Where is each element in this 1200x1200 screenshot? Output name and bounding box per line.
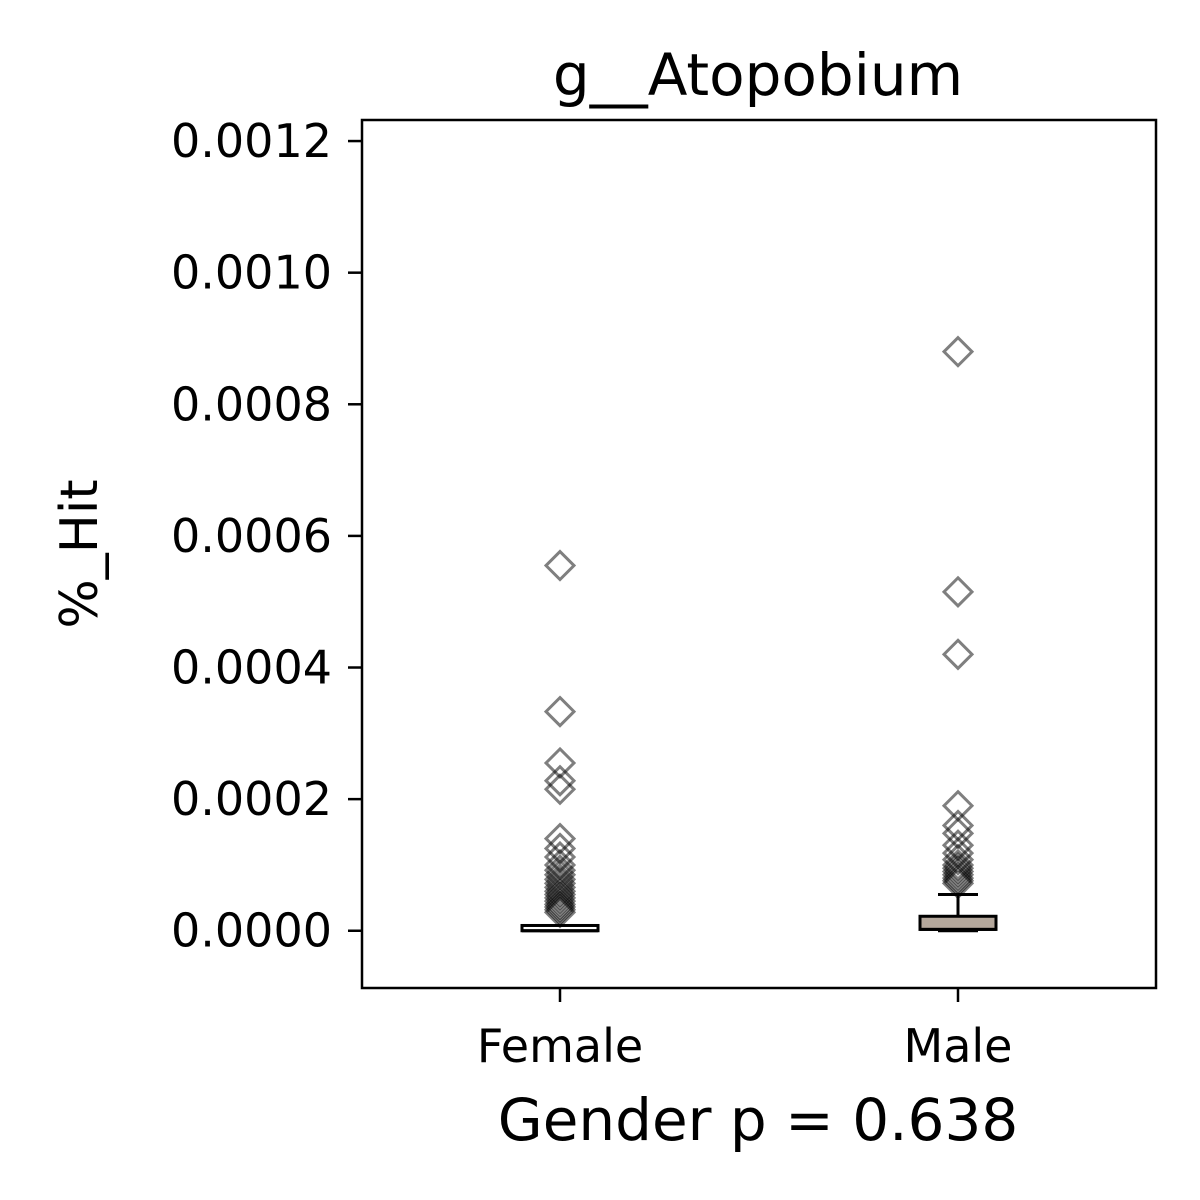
outlier-point: [941, 843, 975, 876]
outlier-point: [941, 864, 975, 897]
y-tick-label: 0.0010: [171, 246, 332, 300]
outlier-point: [543, 890, 577, 924]
y-tick-label: 0.0000: [171, 904, 332, 958]
outlier-point: [941, 852, 975, 885]
outlier-point: [543, 773, 577, 806]
box-iqr: [918, 914, 998, 931]
outlier-points: [543, 335, 975, 929]
x-tick-label: Female: [477, 1019, 643, 1073]
outlier-point: [543, 878, 577, 911]
outlier-point: [941, 858, 975, 891]
y-tick-label: 0.0006: [171, 509, 332, 563]
outlier-point: [941, 861, 975, 895]
outlier-point: [543, 888, 577, 921]
outlier-point: [941, 867, 975, 900]
outlier-point: [543, 885, 577, 918]
y-axis-label: %_Hit: [50, 479, 110, 628]
x-axis: Female Male: [477, 988, 1013, 1073]
outlier-point: [941, 638, 975, 671]
x-tick-label: Male: [904, 1019, 1013, 1073]
outlier-point: [543, 871, 577, 904]
outlier-point: [941, 335, 975, 368]
chart-title: g__Atopobium: [553, 41, 963, 109]
outlier-point: [543, 881, 577, 914]
outlier-point: [543, 695, 577, 728]
y-tick-label: 0.0008: [171, 377, 332, 431]
x-axis-label: Gender p = 0.638: [498, 1086, 1019, 1154]
outlier-point: [543, 893, 577, 926]
y-tick-label: 0.0002: [171, 772, 332, 826]
outlier-point: [543, 764, 577, 797]
plot-area-frame: [360, 118, 1158, 990]
y-tick-label: 0.0012: [171, 114, 332, 168]
y-tick-label: 0.0004: [171, 641, 332, 695]
outlier-point: [941, 848, 975, 882]
outlier-point: [941, 575, 975, 608]
box-male: [918, 893, 998, 933]
y-axis: 0.0000 0.0002 0.0004 0.0006 0.0008 0.0010 0.00…: [171, 114, 362, 958]
outlier-point: [941, 855, 975, 888]
outlier-point: [543, 875, 577, 908]
outlier-point: [543, 896, 577, 929]
outlier-point: [543, 549, 577, 582]
